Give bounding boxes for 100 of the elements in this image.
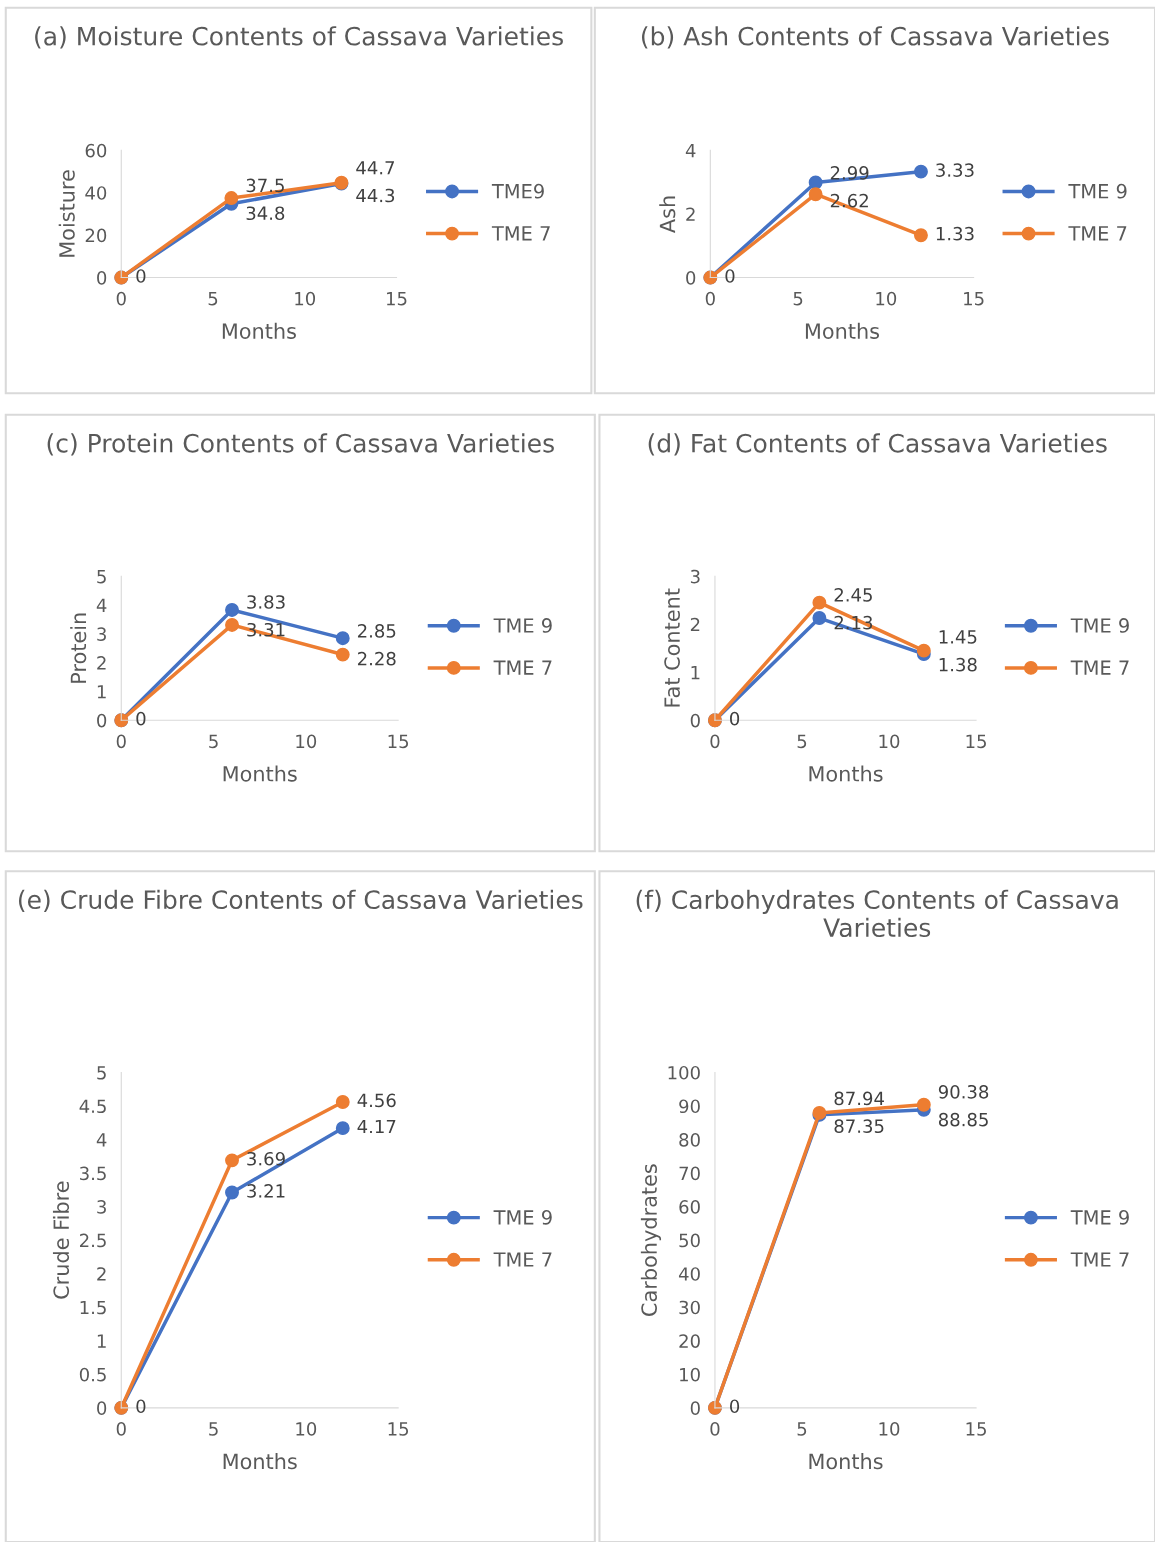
legend-label: TME 7 (493, 1252, 552, 1267)
data-label: 2.99 (830, 166, 869, 180)
point (335, 647, 350, 662)
x-tick-label: 15 (387, 292, 407, 306)
y-tick-label: 3.5 (80, 1166, 106, 1181)
data-label: 1.38 (939, 657, 977, 672)
y-tick-label: 0.5 (79, 1367, 106, 1382)
y-tick-label: 5 (97, 569, 106, 584)
y-tick-label: 10 (680, 1367, 700, 1382)
point (914, 228, 928, 243)
y-tick-label: 90 (679, 1099, 700, 1114)
point (225, 617, 239, 632)
legend-label: TME 9 (493, 618, 552, 633)
y-axis-title: Fat Content (664, 588, 680, 707)
x-tick-label: 5 (208, 292, 218, 306)
data-label: 2.85 (357, 624, 396, 638)
y-tick-label: 3 (97, 1200, 106, 1214)
x-tick-label: 0 (710, 734, 720, 749)
y-axis-title: Moisture (58, 170, 75, 257)
x-tick-label: 5 (797, 1422, 807, 1436)
y-tick-label: 50 (679, 1233, 700, 1248)
y-tick-label: 60 (85, 143, 107, 158)
y-tick-label: 4.5 (79, 1099, 106, 1114)
x-tick-label: 15 (966, 734, 986, 749)
y-tick-label: 4 (96, 598, 107, 612)
point (808, 175, 823, 190)
data-label: 87.94 (834, 1091, 884, 1106)
y-tick-label: 40 (85, 186, 107, 200)
y-tick-label: 1 (97, 685, 106, 699)
data-label: 1.33 (936, 226, 974, 241)
data-label: 2.45 (834, 588, 872, 602)
legend-label: TME 7 (491, 226, 550, 241)
y-tick-label: 2 (97, 656, 106, 670)
y-tick-label: 1 (97, 1334, 106, 1348)
x-tick-label: 0 (116, 1422, 126, 1436)
x-tick-label: 0 (116, 291, 126, 306)
legend-label: TME 9 (493, 1210, 552, 1225)
point (225, 1185, 239, 1200)
y-tick-label: 80 (679, 1133, 700, 1147)
legend-label: TME 9 (1070, 1210, 1129, 1225)
data-label: 0 (730, 711, 740, 726)
x-axis-title: Months (805, 322, 880, 339)
y-tick-label: 20 (679, 1334, 700, 1348)
point (812, 611, 827, 625)
point (224, 191, 239, 205)
y-tick-label: 0 (97, 271, 107, 285)
x-axis-title: Months (222, 322, 296, 339)
y-tick-label: 30 (679, 1300, 700, 1315)
data-label: 87.35 (834, 1119, 884, 1134)
legend-label: TME 7 (493, 660, 552, 675)
data-label: 0 (136, 711, 146, 726)
y-tick-label: 0 (686, 271, 696, 285)
data-label: 3.69 (247, 1151, 285, 1166)
point (916, 643, 931, 658)
y-axis-title: Ash (659, 196, 676, 233)
chart-title: (d) Fat Contents of Cassava Varieties (648, 433, 1107, 456)
y-tick-label: 60 (679, 1200, 700, 1214)
x-tick-label: 0 (116, 734, 126, 749)
legend-label: TME 7 (1068, 226, 1127, 241)
data-label: 34.8 (246, 206, 285, 221)
y-tick-label: 3 (690, 569, 700, 584)
point (914, 164, 928, 179)
y-tick-label: 3 (97, 627, 106, 641)
point (335, 631, 350, 646)
y-tick-label: 1.5 (80, 1300, 106, 1315)
x-axis-title: Months (809, 1453, 883, 1470)
y-tick-label: 2 (690, 617, 700, 632)
data-label: 0 (136, 1399, 146, 1414)
x-tick-label: 0 (705, 291, 715, 306)
data-label: 4.17 (357, 1119, 396, 1134)
y-tick-label: 2.5 (80, 1233, 106, 1248)
x-tick-label: 15 (964, 292, 984, 306)
y-axis-title: Crude Fibre (52, 1181, 70, 1299)
x-tick-label: 5 (793, 292, 803, 306)
point (812, 595, 827, 610)
x-axis-title: Months (223, 765, 297, 782)
x-tick-label: 10 (296, 734, 317, 749)
data-label: 2.28 (357, 651, 396, 666)
x-tick-label: 15 (388, 1422, 409, 1436)
x-tick-label: 15 (966, 1422, 986, 1436)
data-label: 2.62 (830, 193, 868, 208)
y-axis-title: Carbohydrates (640, 1164, 662, 1316)
point (808, 187, 823, 202)
legend-label: TME 7 (1070, 1252, 1129, 1267)
chart-title: (c) Protein Contents of Cassava Varieties (47, 433, 554, 456)
y-tick-label: 20 (85, 228, 107, 243)
legend-label: TME 9 (1070, 618, 1129, 633)
data-label: 44.7 (356, 161, 394, 175)
chart-title: (b) Ash Contents of Cassava Varieties (642, 26, 1109, 49)
y-tick-label: 0 (97, 713, 107, 728)
point (335, 1121, 350, 1136)
x-tick-label: 10 (879, 1422, 900, 1436)
point (225, 603, 239, 617)
data-label: 0 (725, 269, 735, 283)
x-tick-label: 10 (296, 1422, 317, 1436)
x-axis-title: Months (223, 1453, 297, 1470)
data-label: 3.83 (247, 595, 285, 609)
y-tick-label: 5 (97, 1066, 106, 1080)
y-tick-label: 2 (686, 207, 695, 221)
y-tick-label: 0 (690, 713, 700, 728)
